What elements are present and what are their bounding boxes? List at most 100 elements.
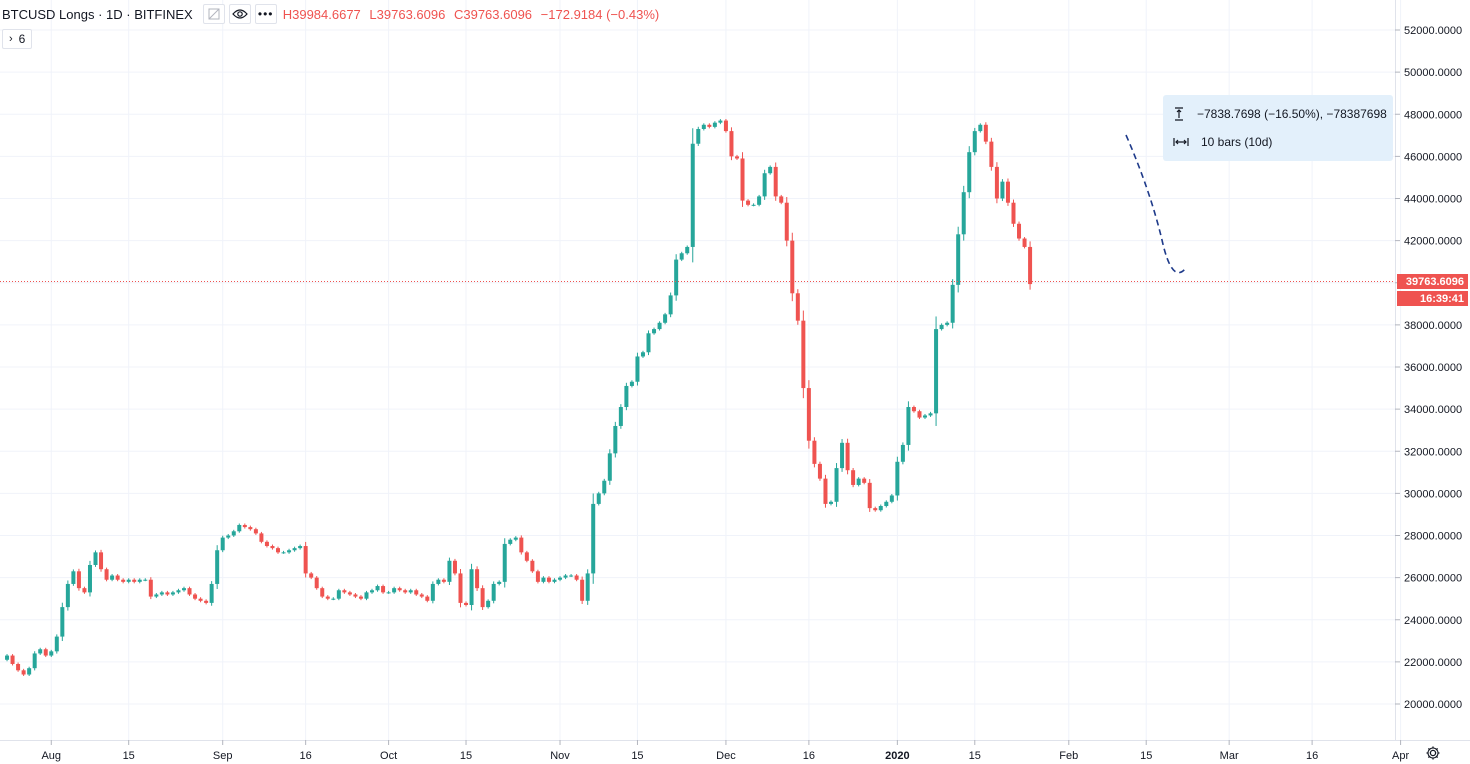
legend-close: C39763.6096 xyxy=(453,6,533,22)
candle-body xyxy=(591,503,596,574)
candle-body xyxy=(679,253,684,260)
candle-body xyxy=(143,579,148,581)
candle-body xyxy=(469,569,474,606)
candle-body xyxy=(342,590,347,593)
candle-body xyxy=(640,352,645,357)
candle-body xyxy=(253,529,258,534)
x-tick-label: 16 xyxy=(1306,750,1318,762)
measure-trend-line xyxy=(1125,134,1187,274)
candle-body xyxy=(657,322,662,330)
candle-body xyxy=(436,579,441,584)
candle-body xyxy=(38,649,43,654)
bar-range-icon xyxy=(1173,138,1189,146)
candle-body xyxy=(220,537,225,551)
candle-body xyxy=(381,586,386,593)
candle-body xyxy=(21,670,26,675)
candle-body xyxy=(231,531,236,536)
candle-body xyxy=(325,596,330,599)
candle-body xyxy=(596,493,601,504)
candle-body xyxy=(264,541,269,547)
indicators-toggle[interactable]: › 6 xyxy=(2,29,33,49)
candle-body xyxy=(812,440,817,464)
candle-body xyxy=(1028,246,1033,285)
candle-body xyxy=(259,533,264,542)
candle-body xyxy=(1017,223,1022,239)
candle-body xyxy=(475,569,480,589)
candle-body xyxy=(170,592,175,595)
candle-body xyxy=(452,560,457,574)
candle-body xyxy=(967,152,972,193)
candle-body xyxy=(541,577,546,582)
candle-body xyxy=(276,548,280,553)
hide-series-button[interactable] xyxy=(202,4,225,24)
candle-body xyxy=(840,442,845,469)
visibility-button[interactable] xyxy=(228,4,251,24)
more-button[interactable]: ••• xyxy=(254,4,277,24)
candle-body xyxy=(668,295,673,315)
x-tick-label: Dec xyxy=(716,750,736,762)
legend-symbol[interactable]: BTCUSD Longs · 1D · BITFINEX xyxy=(2,6,193,22)
more-icon: ••• xyxy=(257,7,274,21)
candle-body xyxy=(569,575,574,577)
candle-body xyxy=(76,571,81,589)
candle-body xyxy=(502,543,507,582)
measure-price-range: −7838.7698 (−16.50%), −78387698 xyxy=(1197,107,1387,121)
candle-body xyxy=(204,600,209,603)
candle-body xyxy=(652,329,657,334)
candle-body xyxy=(419,594,424,597)
candle-body xyxy=(552,579,557,582)
candle-body xyxy=(126,579,131,582)
candle-body xyxy=(994,166,999,199)
hide-icon xyxy=(208,8,220,20)
candle-body xyxy=(71,571,76,584)
candle-body xyxy=(618,407,623,426)
candle-body xyxy=(546,577,551,582)
candle-body xyxy=(425,596,430,601)
candle-body xyxy=(851,470,856,485)
candle-body xyxy=(65,583,70,608)
chart-settings-button[interactable] xyxy=(1424,744,1442,762)
candle-body xyxy=(972,131,977,153)
candle-body xyxy=(364,592,369,599)
y-tick-label: 34000.0000 xyxy=(1404,404,1462,416)
candle-body xyxy=(563,575,568,578)
candle-body xyxy=(386,592,391,594)
candle-body xyxy=(701,124,706,129)
x-tick-label: 15 xyxy=(1140,750,1152,762)
candle-body xyxy=(707,124,712,127)
candle-body xyxy=(441,579,446,582)
candle-body xyxy=(209,583,214,603)
candle-body xyxy=(513,537,518,540)
time-axis[interactable]: Aug 15 Sep 16 Oct 15 Nov 15 Dec 16 2020 15 Feb 15 Mar 1… xyxy=(41,740,1409,762)
candle-body xyxy=(624,385,629,408)
legend-change: −172.9184 (−0.43%) xyxy=(540,6,660,22)
candle-body xyxy=(298,546,303,549)
candle-body xyxy=(823,478,828,504)
y-tick-label: 20000.0000 xyxy=(1404,699,1462,711)
candle-body xyxy=(889,495,894,502)
candle-body xyxy=(945,322,950,325)
candle-body xyxy=(193,594,198,599)
candle-body xyxy=(734,156,739,159)
candle-body xyxy=(16,663,21,671)
candle-body xyxy=(1022,238,1027,247)
candle-body xyxy=(674,259,679,296)
candle-body xyxy=(32,653,37,669)
candle-body xyxy=(303,546,308,574)
candle-body xyxy=(458,573,463,603)
price-axis[interactable]: 20000.0000 22000.0000 24000.0000 26000.0000… xyxy=(1395,25,1462,711)
candle-body xyxy=(829,501,833,504)
candle-body xyxy=(5,655,10,660)
candle-body xyxy=(110,575,115,580)
y-tick-label: 50000.0000 xyxy=(1404,67,1462,79)
candle-body xyxy=(392,588,397,593)
y-tick-label: 46000.0000 xyxy=(1404,151,1462,163)
x-tick-label: 15 xyxy=(123,750,135,762)
candle-body xyxy=(54,636,59,652)
candle-body xyxy=(132,579,137,582)
candle-body xyxy=(358,596,363,599)
candle-body xyxy=(613,425,618,454)
y-tick-label: 30000.0000 xyxy=(1404,488,1462,500)
x-tick-label: Oct xyxy=(380,750,397,762)
